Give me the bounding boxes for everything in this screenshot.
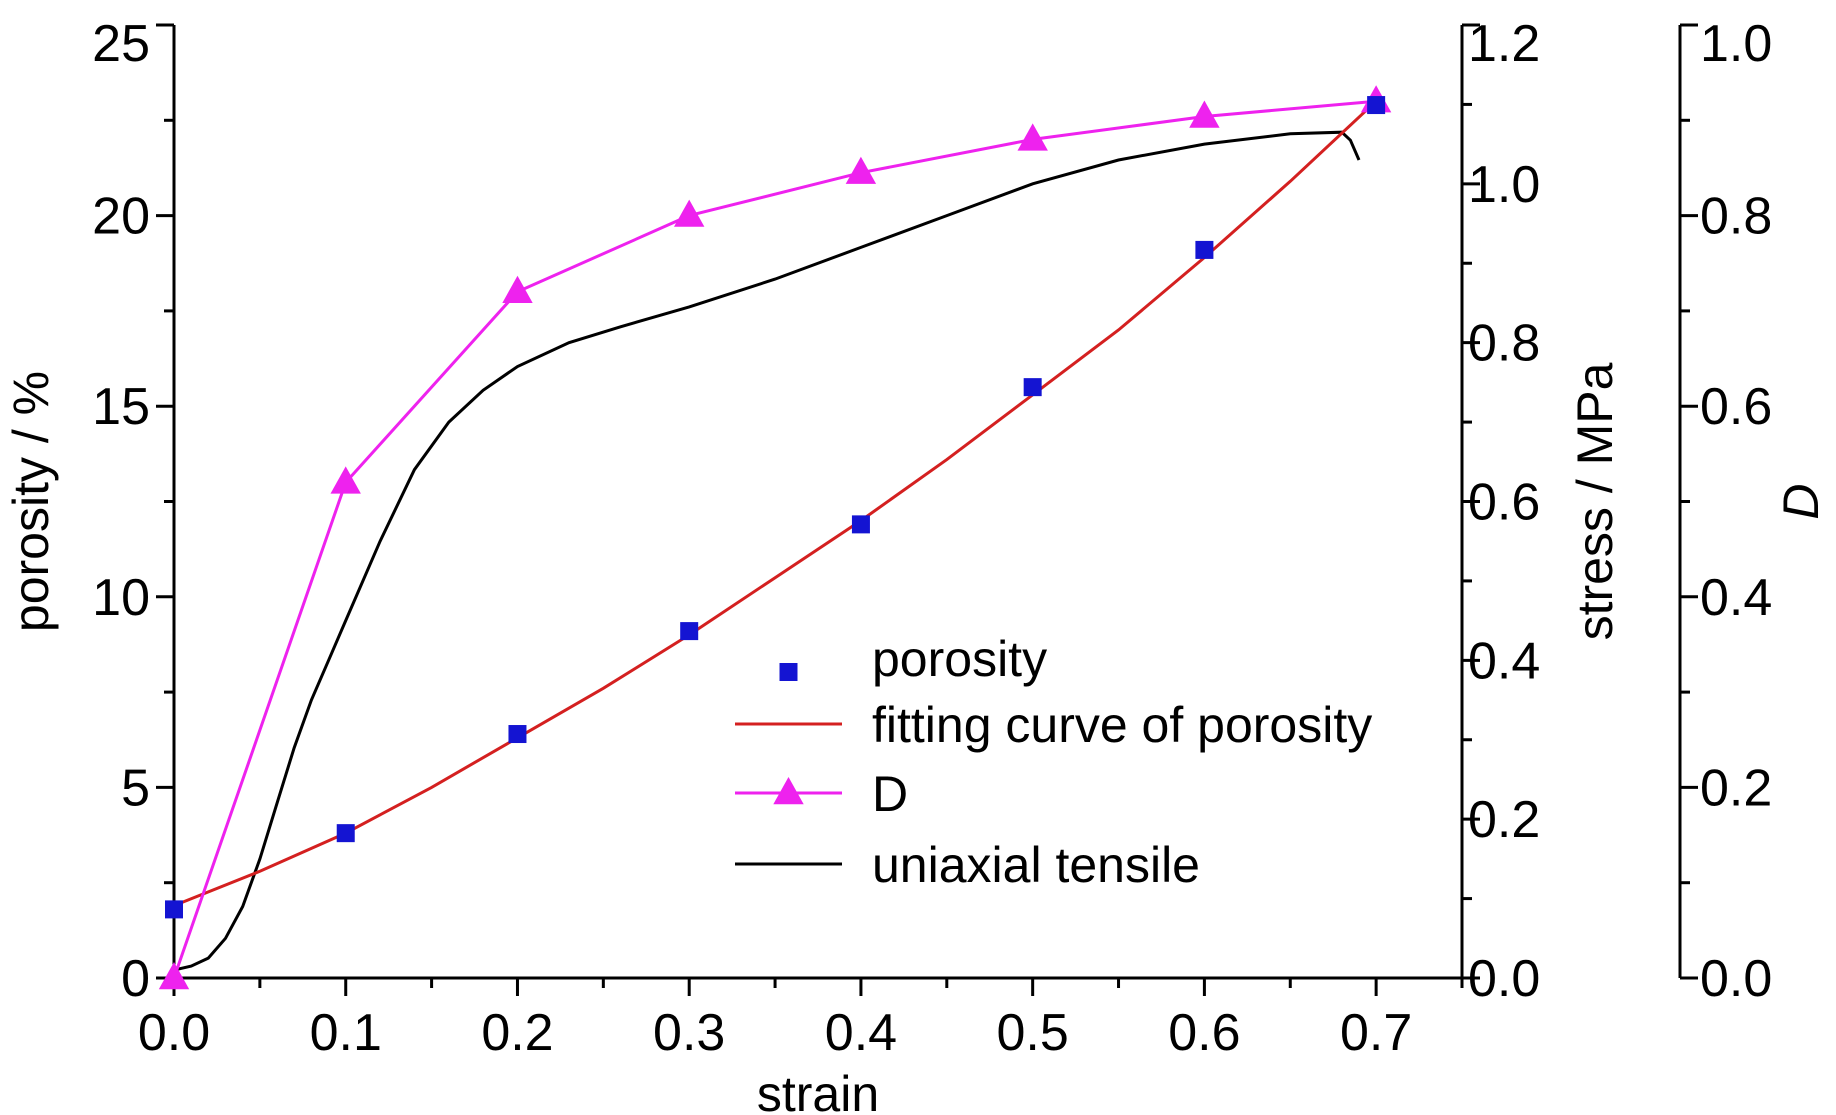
x-axis-title: strain (757, 1066, 879, 1115)
legend-marker-porosity (779, 663, 798, 681)
stress-tick-label: 0.8 (1468, 315, 1540, 373)
data-point-d (330, 466, 361, 494)
legend-label-uniaxial-tensile: uniaxial tensile (872, 837, 1200, 893)
series-line-d (172, 99, 1377, 979)
stress-axis-title: stress / MPa (1567, 362, 1623, 640)
legend-label-d: D (872, 766, 908, 822)
data-point-porosity (336, 824, 355, 843)
data-point-porosity (680, 622, 699, 641)
D-axis-title: D (1773, 483, 1829, 519)
data-point-d (674, 199, 705, 227)
data-point-d (502, 275, 533, 303)
legend-label-porosity: porosity (872, 631, 1047, 687)
data-point-d (845, 156, 877, 184)
legend: porosity fitting curve of porosity Duniaxi… (735, 631, 1372, 893)
data-point-porosity (1367, 96, 1386, 115)
porosity-tick-label: 0 (121, 950, 150, 1008)
x-tick-label: 0.5 (997, 1004, 1069, 1062)
series-layer (158, 85, 1392, 990)
x-tick-label: 0.2 (481, 1004, 553, 1062)
D-tick-label: 0.8 (1700, 188, 1772, 246)
D-tick-label: 0.2 (1700, 759, 1772, 817)
x-tick-label: 0.6 (1168, 1004, 1240, 1062)
data-point-porosity (1023, 378, 1042, 397)
data-point-d (1017, 123, 1048, 151)
porosity-tick-label: 25 (92, 15, 150, 73)
series-d (158, 85, 1392, 990)
x-tick-label: 0.0 (138, 1004, 210, 1062)
legend-item-uniaxial-tensile: uniaxial tensile (735, 837, 1200, 893)
legend-marker-d (773, 777, 804, 805)
x-tick-label: 0.1 (310, 1004, 382, 1062)
D-tick-label: 0.0 (1700, 950, 1772, 1008)
series-fitting-curve-of-porosity (173, 100, 1378, 907)
series-line-fitting-curve-of-porosity (173, 100, 1378, 907)
axes-layer: 0.0 0.1 0.2 0.3 0.4 0.5 0.6 0.7 strain 0 5 10 15 20 25… (3, 15, 1829, 1115)
x-tick-label: 0.7 (1340, 1004, 1412, 1062)
legend-item-fitting-curve-of-porosity: fitting curve of porosity (735, 697, 1372, 753)
data-point-d (158, 962, 190, 990)
porosity-tick-label: 20 (92, 188, 150, 246)
stress-tick-label: 0.2 (1468, 791, 1540, 849)
stress-tick-label: 1.0 (1468, 156, 1540, 214)
porosity-axis-title: porosity / % (3, 371, 59, 632)
legend-item-porosity: porosity (779, 631, 1047, 687)
stress-tick-label: 1.2 (1468, 15, 1540, 73)
stress-tick-label: 0.4 (1468, 632, 1540, 690)
data-point-porosity (165, 900, 183, 919)
stress-tick-label: 0.6 (1468, 474, 1540, 532)
porosity-tick-label: 10 (92, 569, 150, 627)
porosity-tick-label: 15 (92, 378, 150, 436)
D-tick-label: 1.0 (1700, 15, 1772, 73)
data-point-d (1189, 100, 1220, 128)
data-point-porosity (1195, 240, 1214, 259)
legend-label-fitting-curve-of-porosity: fitting curve of porosity (872, 697, 1372, 753)
stress-tick-label: 0.0 (1468, 950, 1540, 1008)
porosity-tick-label: 5 (121, 759, 150, 817)
data-point-porosity (508, 725, 527, 744)
data-point-porosity (851, 515, 870, 534)
series-porosity (165, 96, 1386, 919)
x-tick-label: 0.3 (653, 1004, 725, 1062)
D-tick-label: 0.4 (1700, 569, 1772, 627)
D-tick-label: 0.6 (1700, 378, 1772, 436)
legend-item-d: D (735, 766, 908, 822)
x-tick-label: 0.4 (825, 1004, 897, 1062)
